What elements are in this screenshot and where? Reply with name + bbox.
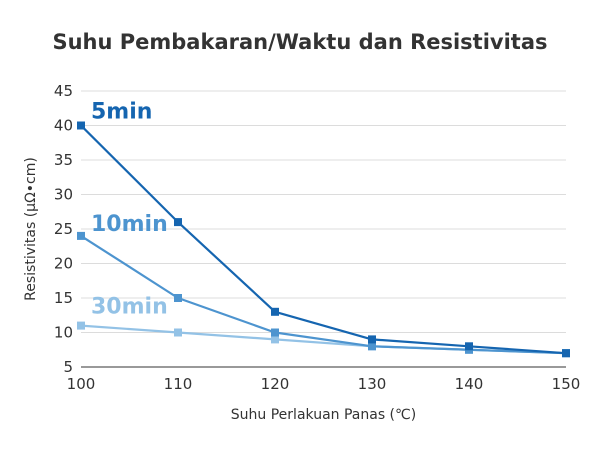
x-tick-label: 120 (261, 375, 290, 393)
x-tick-label: 130 (358, 375, 387, 393)
y-tick-label: 20 (54, 255, 73, 273)
y-tick-label: 45 (54, 82, 73, 100)
y-tick-label: 15 (54, 289, 73, 307)
x-axis-label: Suhu Perlakuan Panas (℃) (231, 407, 416, 423)
x-tick-label: 150 (552, 375, 581, 393)
y-tick-label: 40 (54, 117, 73, 135)
data-point (77, 321, 85, 330)
series-line (80, 124, 567, 355)
x-tick-label: 140 (455, 375, 484, 393)
x-tick-label: 100 (67, 375, 96, 393)
data-point (368, 342, 376, 351)
data-point (465, 342, 473, 351)
data-point (174, 218, 182, 227)
y-axis-label: Resistivitas (μΩ•cm) (23, 157, 39, 301)
data-point (77, 231, 85, 240)
data-point (174, 328, 182, 337)
series-label: 5min (91, 100, 152, 125)
x-tick-label: 110 (164, 375, 193, 393)
data-point (271, 335, 279, 344)
y-tick-label: 30 (54, 186, 73, 204)
series-label: 30min (91, 295, 168, 320)
y-tick-label: 10 (54, 324, 73, 342)
data-point (562, 349, 570, 358)
y-tick-label: 35 (54, 151, 73, 169)
chart-title: Suhu Pembakaran/Waktu dan Resistivitas (52, 30, 548, 54)
data-point (77, 121, 85, 130)
data-point (271, 328, 279, 337)
series-line (80, 234, 567, 355)
series-label: 10min (91, 212, 168, 237)
data-point (174, 294, 182, 302)
y-tick-label: 25 (54, 220, 73, 238)
data-point (271, 307, 279, 316)
y-tick-label: 5 (63, 358, 73, 376)
data-point (368, 335, 376, 344)
